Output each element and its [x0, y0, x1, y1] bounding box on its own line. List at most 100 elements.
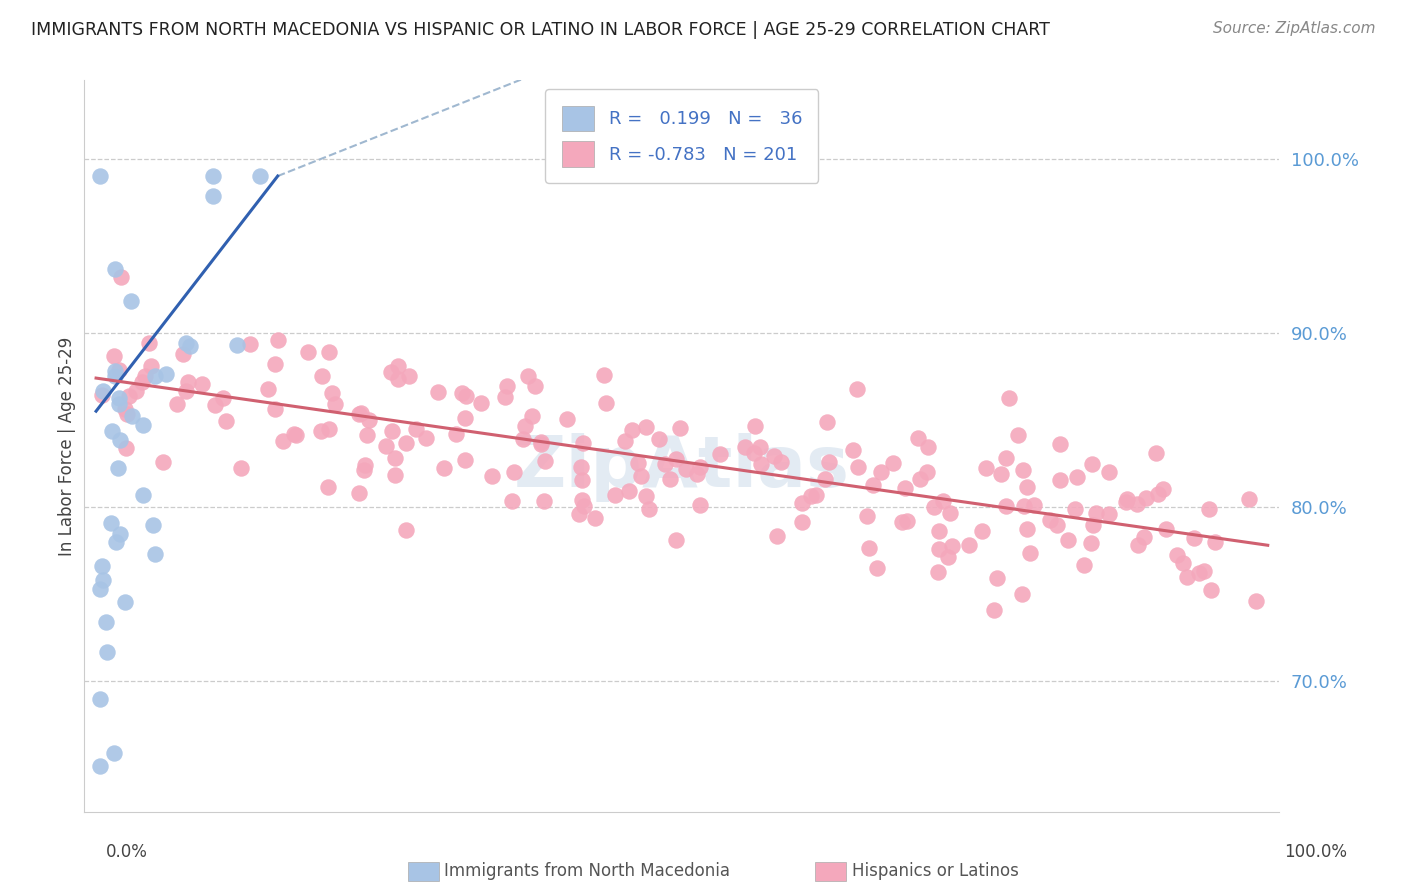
Point	[865, 560, 887, 574]
Point	[384, 468, 406, 483]
Point	[636, 420, 658, 434]
Point	[627, 456, 650, 470]
Point	[1199, 582, 1222, 597]
Point	[432, 461, 454, 475]
Point	[890, 516, 912, 530]
Point	[749, 440, 772, 454]
Point	[427, 384, 450, 399]
Point	[239, 336, 262, 351]
Point	[104, 535, 127, 549]
Point	[814, 472, 837, 486]
Point	[1144, 446, 1167, 460]
Point	[108, 363, 131, 377]
Point	[907, 431, 929, 445]
Point	[143, 368, 166, 383]
Point	[856, 508, 879, 523]
Point	[1081, 518, 1104, 533]
Point	[115, 408, 138, 422]
Point	[818, 455, 841, 469]
Y-axis label: In Labor Force | Age 25-29: In Labor Force | Age 25-29	[58, 336, 76, 556]
Point	[630, 468, 652, 483]
Point	[321, 386, 343, 401]
Point	[1073, 558, 1095, 572]
Point	[1080, 535, 1102, 549]
Point	[132, 487, 155, 501]
Point	[125, 384, 148, 399]
Point	[763, 449, 786, 463]
Point	[862, 478, 884, 492]
Point	[91, 573, 114, 587]
Point	[1115, 492, 1137, 507]
Point	[533, 454, 555, 468]
Point	[395, 436, 418, 450]
Point	[517, 369, 540, 384]
Point	[734, 440, 756, 454]
Point	[353, 458, 375, 473]
Point	[569, 459, 592, 474]
Point	[617, 483, 640, 498]
Point	[89, 692, 111, 706]
Point	[215, 414, 238, 428]
Point	[910, 472, 932, 486]
Point	[191, 377, 214, 392]
Point	[104, 262, 127, 277]
Point	[470, 396, 492, 410]
Point	[1098, 466, 1121, 480]
Point	[995, 500, 1018, 514]
Point	[870, 465, 893, 479]
Point	[318, 421, 340, 435]
Point	[96, 645, 118, 659]
Point	[986, 570, 1008, 584]
Point	[285, 428, 308, 442]
Point	[665, 533, 688, 547]
Point	[1198, 501, 1220, 516]
Point	[225, 338, 247, 352]
Point	[494, 390, 516, 404]
Point	[311, 368, 333, 383]
Point	[110, 434, 132, 448]
Point	[927, 565, 949, 579]
Point	[917, 440, 939, 454]
Point	[387, 359, 409, 373]
Point	[896, 514, 918, 528]
Point	[1154, 522, 1177, 536]
Point	[804, 488, 827, 502]
Point	[316, 480, 339, 494]
Point	[592, 368, 614, 383]
Point	[1012, 499, 1035, 513]
Point	[398, 369, 420, 384]
Point	[138, 335, 160, 350]
Point	[970, 524, 993, 538]
Point	[110, 269, 132, 284]
Point	[132, 418, 155, 433]
Point	[141, 359, 163, 373]
Point	[481, 468, 503, 483]
Point	[1132, 530, 1154, 544]
Point	[152, 455, 174, 469]
Point	[204, 398, 226, 412]
Point	[1166, 548, 1188, 562]
Point	[1064, 502, 1087, 516]
Point	[638, 502, 661, 516]
Point	[1080, 457, 1102, 471]
Point	[444, 427, 467, 442]
Point	[134, 369, 156, 384]
Point	[91, 384, 114, 399]
Point	[928, 541, 950, 556]
Point	[107, 392, 129, 406]
Point	[842, 442, 865, 457]
Point	[91, 388, 114, 402]
Point	[648, 433, 671, 447]
Point	[749, 457, 772, 471]
Point	[792, 496, 814, 510]
Point	[939, 507, 962, 521]
Point	[932, 494, 955, 508]
Point	[114, 441, 136, 455]
Point	[522, 409, 544, 424]
Text: Hispanics or Latinos: Hispanics or Latinos	[852, 863, 1019, 880]
Point	[503, 465, 526, 479]
Point	[172, 347, 194, 361]
Point	[384, 451, 406, 466]
Point	[96, 615, 118, 629]
Point	[100, 516, 122, 530]
